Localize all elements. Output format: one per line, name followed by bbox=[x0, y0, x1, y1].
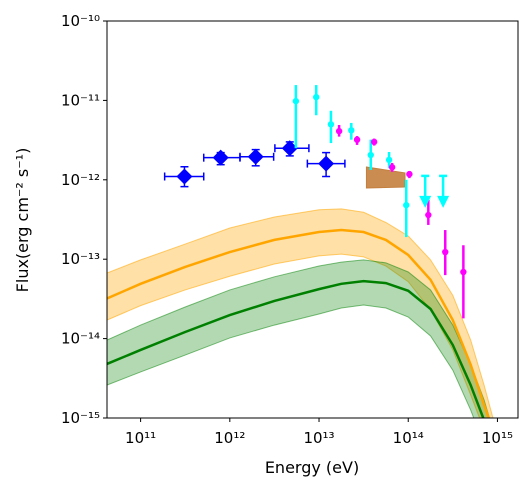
model-line bbox=[107, 228, 491, 418]
data-point bbox=[403, 201, 410, 209]
data-point bbox=[367, 151, 374, 159]
confidence-band bbox=[365, 166, 406, 189]
y-tick-label: 10⁻¹⁴ bbox=[61, 330, 100, 348]
data-point bbox=[318, 155, 335, 172]
data-point bbox=[406, 170, 413, 178]
x-tick-label: 10¹³ bbox=[303, 429, 334, 447]
data-point bbox=[176, 168, 193, 185]
plot-area bbox=[107, 85, 494, 418]
data-point bbox=[292, 97, 300, 105]
confidence-band bbox=[107, 259, 490, 418]
x-tick-label: 10¹⁵ bbox=[482, 429, 513, 447]
data-point bbox=[388, 164, 396, 171]
data-point bbox=[348, 127, 355, 134]
data-point bbox=[313, 93, 320, 101]
model-line bbox=[107, 279, 485, 418]
upper-limit-arrow bbox=[437, 195, 450, 208]
y-tick-label: 10⁻¹¹ bbox=[61, 91, 100, 109]
x-axis-label: Energy (eV) bbox=[265, 458, 359, 477]
data-point bbox=[425, 211, 432, 219]
y-axis-label: Flux(erg cm⁻² s⁻¹) bbox=[13, 148, 32, 293]
x-tick-label: 10¹² bbox=[214, 429, 245, 447]
data-point bbox=[327, 121, 335, 128]
data-point bbox=[442, 248, 449, 256]
data-point bbox=[370, 138, 378, 146]
x-tick-label: 10¹¹ bbox=[125, 429, 156, 447]
y-tick-label: 10⁻¹⁰ bbox=[61, 12, 100, 30]
data-point bbox=[353, 136, 361, 143]
y-tick-label: 10⁻¹⁵ bbox=[61, 409, 100, 427]
axes-frame bbox=[106, 20, 519, 419]
data-point bbox=[460, 268, 467, 276]
data-point bbox=[385, 156, 393, 164]
data-point bbox=[281, 140, 298, 157]
data-point bbox=[247, 148, 264, 165]
y-tick-label: 10⁻¹² bbox=[61, 171, 100, 189]
y-tick-label: 10⁻¹³ bbox=[61, 250, 100, 268]
upper-limit-arrow bbox=[419, 195, 432, 208]
x-tick-label: 10¹⁴ bbox=[393, 429, 424, 447]
data-point bbox=[212, 149, 229, 166]
data-point bbox=[335, 127, 343, 135]
